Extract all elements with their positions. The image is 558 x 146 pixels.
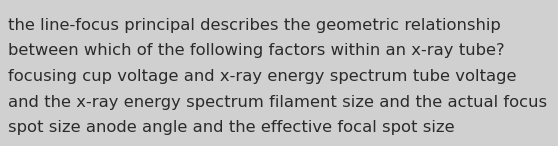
Text: spot size anode angle and the effective focal spot size: spot size anode angle and the effective … — [8, 120, 455, 135]
Text: focusing cup voltage and x-ray energy spectrum tube voltage: focusing cup voltage and x-ray energy sp… — [8, 69, 517, 84]
Text: between which of the following factors within an x-ray tube?: between which of the following factors w… — [8, 44, 504, 59]
Text: and the x-ray energy spectrum filament size and the actual focus: and the x-ray energy spectrum filament s… — [8, 94, 547, 110]
Text: the line-focus principal describes the geometric relationship: the line-focus principal describes the g… — [8, 18, 501, 33]
